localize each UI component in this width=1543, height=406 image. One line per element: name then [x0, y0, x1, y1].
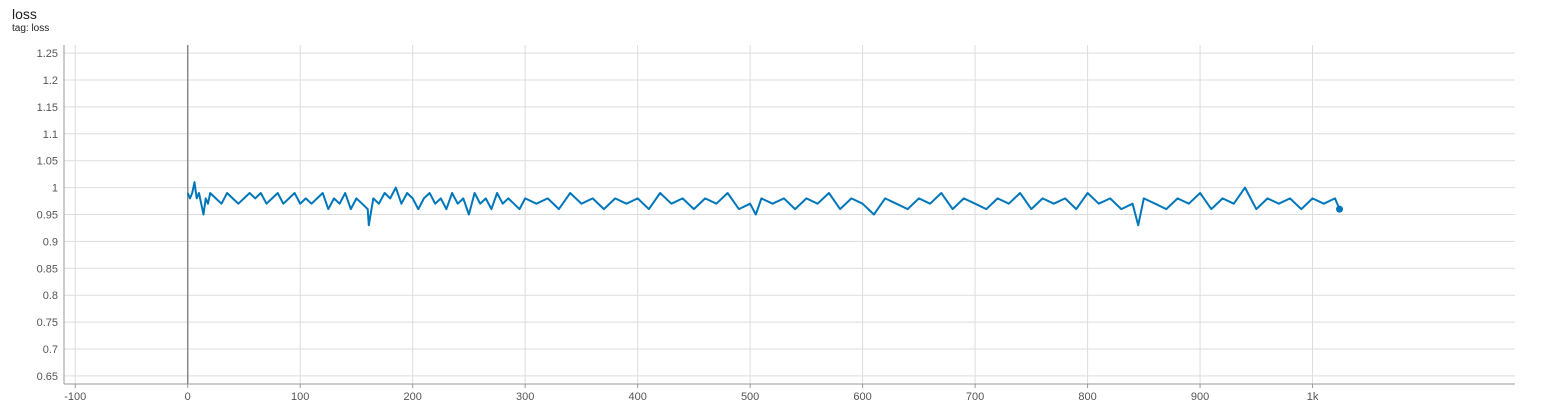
axis-layer	[63, 45, 1515, 388]
grid-layer	[64, 45, 1515, 384]
x-tick-label: 800	[1078, 391, 1096, 403]
x-tick-label: 900	[1191, 391, 1209, 403]
y-tick-label: 0.95	[37, 210, 58, 222]
y-tick-label: 1.2	[43, 75, 58, 87]
x-tick-label: 100	[291, 391, 309, 403]
y-tick-label: 1	[52, 183, 58, 195]
x-tick-label: 700	[966, 391, 984, 403]
y-tick-label: 0.8	[43, 290, 58, 302]
loss-series-line[interactable]	[186, 181, 1341, 227]
chart-subtitle: tag: loss	[12, 23, 50, 34]
x-tick-label: 500	[741, 391, 759, 403]
series-layer	[186, 181, 1344, 227]
chart-title: loss	[12, 6, 37, 22]
y-tick-label: 1.15	[37, 102, 58, 114]
y-tick-label: 0.7	[43, 344, 58, 356]
y-tick-label: 1.1	[43, 129, 58, 141]
x-tick-label: 0	[185, 391, 191, 403]
x-tick-label: 600	[853, 391, 871, 403]
y-tick-label: 1.05	[37, 156, 58, 168]
y-tick-label: 1.25	[37, 48, 58, 60]
x-tick-label: -100	[64, 391, 86, 403]
card-header: loss tag: loss	[12, 6, 49, 35]
x-tick-label: 300	[516, 391, 534, 403]
tick-label-layer: 0.65 0.7 0.75 0.8 0.85 0.9 0.95 1 1.05 1.1 1.15 1.2…	[37, 48, 1319, 403]
y-tick-label: 0.75	[37, 317, 58, 329]
last-point-marker[interactable]	[1336, 205, 1344, 213]
x-tick-label: 1k	[1307, 391, 1319, 403]
y-tick-label: 0.85	[37, 263, 58, 275]
y-tick-label: 0.9	[43, 236, 58, 248]
x-tick-label: 400	[628, 391, 646, 403]
y-tick-label: 0.65	[37, 371, 58, 383]
x-tick-label: 200	[404, 391, 422, 403]
